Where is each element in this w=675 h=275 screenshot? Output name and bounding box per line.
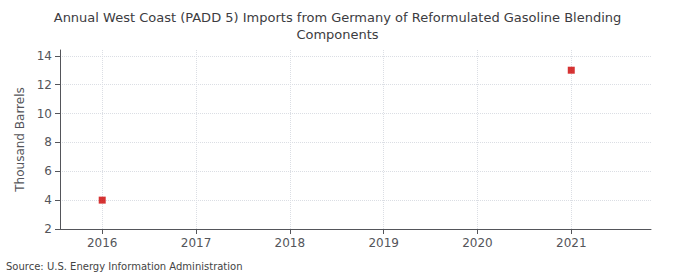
svg-text:8: 8 — [44, 135, 52, 149]
svg-text:Annual West Coast (PADD 5) Imp: Annual West Coast (PADD 5) Imports from … — [54, 10, 622, 25]
svg-text:2: 2 — [44, 222, 52, 236]
svg-text:2016: 2016 — [87, 236, 118, 250]
svg-text:2021: 2021 — [556, 236, 587, 250]
svg-text:10: 10 — [37, 107, 52, 121]
svg-text:2020: 2020 — [462, 236, 493, 250]
svg-text:12: 12 — [37, 78, 52, 92]
svg-text:2017: 2017 — [181, 236, 212, 250]
svg-text:2019: 2019 — [368, 236, 399, 250]
svg-text:Source: U.S. Energy Informatio: Source: U.S. Energy Information Administ… — [6, 261, 243, 272]
svg-text:6: 6 — [44, 164, 52, 178]
svg-text:4: 4 — [44, 193, 52, 207]
svg-text:2018: 2018 — [275, 236, 306, 250]
svg-text:14: 14 — [37, 49, 52, 63]
svg-text:Thousand Barrels: Thousand Barrels — [13, 87, 27, 192]
svg-text:Components: Components — [296, 27, 378, 42]
